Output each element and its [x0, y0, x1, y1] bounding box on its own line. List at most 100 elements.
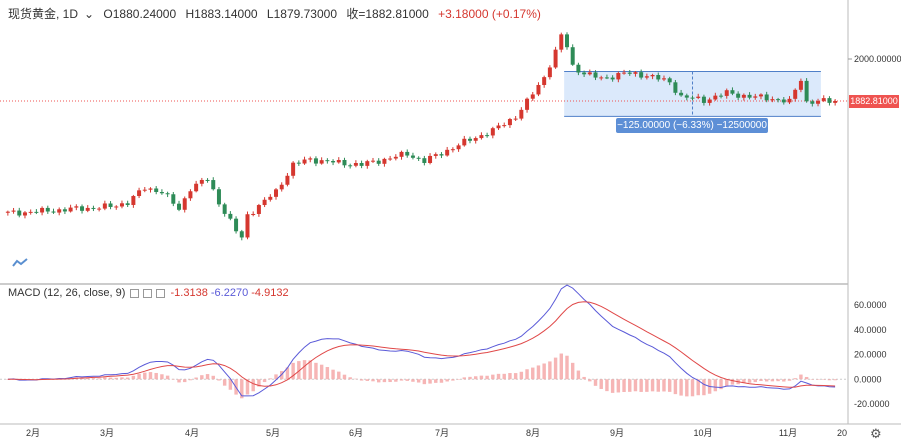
- macd-hist-bar: [799, 374, 803, 380]
- candle-body: [593, 72, 598, 78]
- macd-label[interactable]: MACD (12, 26, close, 9): [8, 287, 126, 299]
- candle-body: [462, 138, 467, 146]
- close-value: 收=1882.81000: [346, 7, 429, 21]
- macd-hist-bar: [308, 360, 312, 380]
- macd-hist-bar: [86, 378, 90, 380]
- current-price-tag: 1882.81000: [849, 95, 899, 108]
- candle-body: [410, 155, 415, 158]
- macd-hist-bar: [679, 379, 683, 396]
- candle-body: [741, 94, 746, 98]
- candle-body: [604, 77, 609, 79]
- macd-hist-bar: [291, 362, 295, 380]
- macd-hist-bar: [565, 355, 569, 380]
- macd-hist-bar: [165, 375, 170, 380]
- macd-hist-bar: [285, 367, 290, 380]
- candle-body: [91, 207, 96, 209]
- candle-body: [764, 94, 769, 101]
- candle-body: [68, 207, 73, 212]
- candle-body: [719, 95, 724, 97]
- time-tick-label: 3月: [100, 428, 114, 438]
- time-tick-label: 6月: [349, 428, 363, 438]
- macd-hist-bar: [531, 367, 535, 380]
- macd-hist-bar: [582, 376, 586, 380]
- macd-hist-bar: [325, 367, 330, 380]
- candle-body: [359, 163, 364, 166]
- eye-icon[interactable]: [130, 288, 140, 298]
- macd-hist-bar: [491, 374, 495, 380]
- candle-body: [148, 188, 153, 190]
- macd-hist-bar: [416, 379, 421, 383]
- candle-body: [542, 77, 547, 85]
- candle-body: [256, 205, 261, 214]
- candle-body: [507, 119, 512, 126]
- close-icon[interactable]: [156, 288, 166, 298]
- candle-body: [827, 98, 832, 103]
- macd-hist-bar: [354, 378, 358, 380]
- macd-hist-bar: [376, 379, 381, 383]
- candle-body: [439, 154, 444, 156]
- candle-body: [416, 157, 421, 159]
- time-tick-label: 2月: [26, 428, 40, 438]
- macd-hist-bar: [125, 377, 130, 380]
- macd-hist-bar: [639, 379, 643, 392]
- macd-hist-bar: [570, 362, 575, 380]
- macd-hist-bar: [593, 379, 598, 386]
- candle-body: [582, 72, 587, 75]
- symbol-title[interactable]: 现货黄金, 1D: [8, 7, 79, 21]
- macd-hist-bar: [445, 379, 449, 382]
- macd-hist-bar: [251, 379, 255, 392]
- gear-icon[interactable]: ⚙: [870, 426, 882, 441]
- chevron-down-icon[interactable]: ⌄: [84, 7, 95, 21]
- candle-body: [547, 67, 552, 78]
- candle-body: [119, 203, 124, 207]
- candle-body: [28, 211, 33, 213]
- candle-body: [622, 72, 627, 74]
- macd-hist-bar: [222, 379, 227, 386]
- macd-hist-bar: [496, 373, 501, 380]
- macd-hist-bar: [394, 379, 398, 382]
- candle-body: [296, 162, 301, 164]
- candle-body: [422, 158, 427, 163]
- candle-body: [137, 190, 142, 197]
- macd-hist-bar: [268, 378, 273, 380]
- candle-body: [85, 207, 90, 211]
- time-tick-label: 9月: [610, 428, 624, 438]
- macd-hist-bar: [114, 377, 118, 380]
- macd-hist-bar: [588, 379, 592, 382]
- candle-body: [234, 218, 239, 232]
- candle-body: [536, 84, 541, 95]
- macd-hist-bar: [782, 379, 786, 382]
- candle-body: [308, 158, 313, 160]
- wave-icon[interactable]: [12, 258, 28, 268]
- macd-hist-bar: [559, 353, 563, 380]
- candle-body: [216, 189, 221, 205]
- change-value: +3.18000 (+0.17%): [438, 7, 541, 21]
- macd-hist-bar: [194, 377, 198, 380]
- candle-body: [11, 210, 16, 212]
- settings-icon[interactable]: [143, 288, 153, 298]
- macd-hist-bar: [742, 379, 746, 384]
- candle-body: [467, 138, 472, 141]
- candle-body: [758, 94, 763, 97]
- time-tick-label: 11月: [779, 428, 797, 438]
- candle-body: [804, 80, 809, 102]
- candle-body: [770, 99, 775, 101]
- macd-hist-bar: [519, 371, 524, 380]
- macd-hist-bar: [787, 379, 792, 381]
- macd-hist-bar: [628, 379, 632, 392]
- macd-hist-bar: [747, 379, 752, 383]
- macd-hist-bar: [622, 379, 626, 393]
- candle-body: [781, 99, 786, 103]
- candle-body: [17, 210, 22, 216]
- macd-hist-bar: [764, 379, 769, 382]
- candle-body: [22, 212, 27, 216]
- time-tick-label: 7月: [435, 428, 449, 438]
- macd-hist-bar: [217, 379, 221, 381]
- macd-hist-bar: [456, 379, 461, 380]
- candle-body: [159, 192, 164, 194]
- time-tick-label: 5月: [266, 428, 280, 438]
- macd-hist-bar: [371, 379, 375, 382]
- macd-hist-bar: [576, 370, 581, 380]
- macd-hist-bar: [485, 375, 489, 380]
